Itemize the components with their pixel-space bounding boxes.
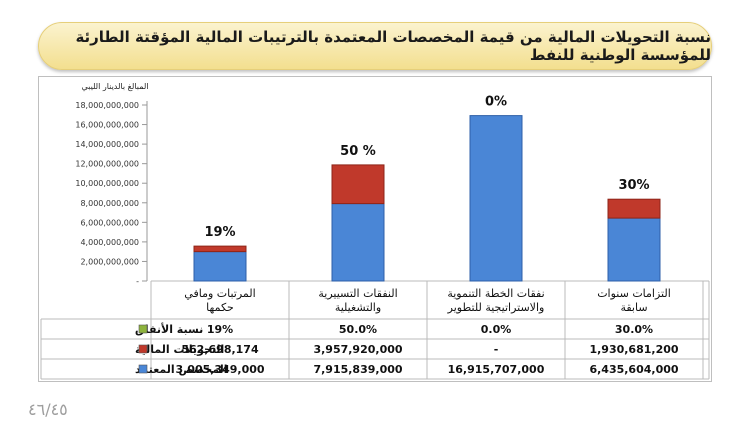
- category-label: حكمها: [206, 301, 234, 314]
- y-tick-label: 18,000,000,000: [75, 101, 139, 110]
- table-cell: 3,957,920,000: [313, 343, 402, 356]
- bar-data-label: 50 %: [340, 144, 376, 159]
- category-label: المرتبات ومافي: [184, 287, 255, 300]
- bar-data-label: 0%: [485, 95, 507, 110]
- y-tick-label: 4,000,000,000: [80, 238, 139, 247]
- legend-swatch: [138, 364, 148, 374]
- table-cell: 3,005,349,000: [175, 363, 264, 376]
- table-cell: -: [494, 343, 499, 356]
- category-label: سابقة: [620, 301, 647, 314]
- category-label: والتشغيلية: [335, 301, 381, 314]
- series-label: التحويلات المالية: [135, 343, 224, 356]
- page-number: ٤٦/٤٥: [28, 400, 68, 419]
- table-cell: 562,698,174: [181, 343, 259, 356]
- y-tick-label: 12,000,000,000: [75, 160, 139, 169]
- category-label: نفقات الخطة التنموية: [447, 287, 544, 300]
- chart-frame: المبالغ بالدينار الليبي 18,000,000,000 16,…: [38, 76, 712, 382]
- bar-transfers: [193, 245, 247, 253]
- table-cell: 30.0%: [615, 323, 653, 336]
- y-tick-label: 2,000,000,000: [80, 257, 139, 266]
- bar-data-label: 30%: [618, 178, 649, 193]
- y-tick-label: 14,000,000,000: [75, 140, 139, 149]
- legend-swatch: [138, 344, 148, 354]
- y-axis-label: المبالغ بالدينار الليبي: [82, 82, 149, 91]
- y-tick-label: -: [136, 277, 139, 286]
- series-label: المخصص المعتمد: [135, 363, 228, 376]
- table-cell: 50.0%: [339, 323, 377, 336]
- bar-allocation: [607, 217, 661, 282]
- y-tick-label: 16,000,000,000: [75, 121, 139, 130]
- bar-chart: المبالغ بالدينار الليبي 18,000,000,000 16,…: [40, 82, 710, 380]
- category-label: النفقات التسييرية: [318, 287, 397, 300]
- bar-transfers: [331, 164, 385, 205]
- category-label: التزامات سنوات: [597, 287, 671, 300]
- table-cell: 6,435,604,000: [589, 363, 678, 376]
- chart-title: نسبة التحويلات المالية من قيمة المخصصات …: [38, 22, 712, 70]
- legend-swatch: [138, 324, 148, 334]
- table-cell: 16,915,707,000: [448, 363, 545, 376]
- table-cell: 19%: [207, 323, 233, 336]
- table-cell: 0.0%: [481, 323, 512, 336]
- y-tick-label: 6,000,000,000: [80, 218, 139, 227]
- bar-transfers: [607, 198, 661, 219]
- bar-allocation: [193, 251, 247, 282]
- bar-allocation: [469, 115, 523, 282]
- category-label: والاستراتيجية للتطوير: [447, 301, 545, 314]
- bar-data-label: 19%: [204, 225, 235, 240]
- table-cell: 7,915,839,000: [313, 363, 402, 376]
- table-cell: 1,930,681,200: [589, 343, 678, 356]
- y-tick-label: 10,000,000,000: [75, 179, 139, 188]
- series-label: نسبة الأنفاق: [135, 322, 203, 336]
- y-tick-label: 8,000,000,000: [80, 199, 139, 208]
- bar-allocation: [331, 203, 385, 282]
